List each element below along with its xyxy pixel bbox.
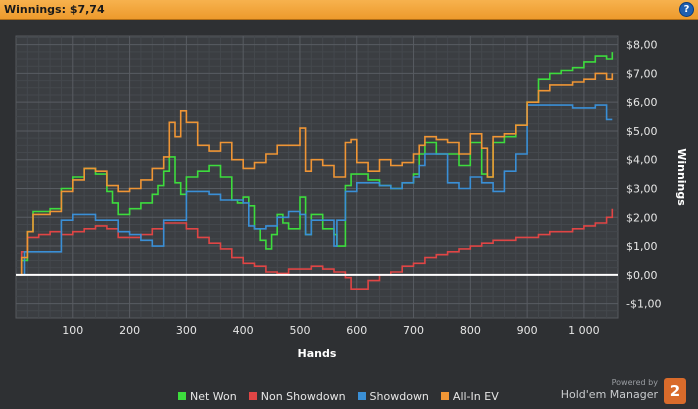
x-tick-label: 700 (403, 324, 424, 337)
all-in-ev-swatch-icon (440, 392, 449, 400)
plot-area (15, 35, 619, 319)
x-tick-label: 100 (62, 324, 83, 337)
x-tick-label: 900 (517, 324, 538, 337)
legend-label: Non Showdown (260, 389, 346, 403)
x-tick-label: 500 (289, 324, 310, 337)
x-tick-label: 200 (119, 324, 140, 337)
y-tick-label: $4,00 (626, 154, 658, 167)
series-line-non-showdown (16, 208, 614, 290)
x-axis-ticks: 100 200 300 400 500 600 700 800 900 1 000 (62, 324, 599, 337)
y-tick-label: $0,00 (626, 269, 658, 282)
y-tick-label: $5,00 (626, 125, 658, 138)
y-axis-label: Winnings (675, 148, 688, 206)
y-tick-label: $2,00 (626, 211, 658, 224)
y-tick-label: $6,00 (626, 96, 658, 109)
series-line-showdown (16, 104, 613, 276)
legend-item-showdown[interactable]: Showdown (357, 389, 429, 403)
series-line-all-in-ev (16, 72, 614, 276)
legend-label: Showdown (369, 389, 429, 403)
x-tick-label: 400 (233, 324, 254, 337)
legend-label: All-In EV (452, 389, 499, 403)
legend: Net Won Non Showdown Showdown All-In EV (178, 388, 511, 404)
y-axis-ticks: -$1,00 $0,00 $1,00 $2,00 $3,00 $4,00 $5,00 $6,0… (626, 39, 661, 311)
x-tick-label: 600 (346, 324, 367, 337)
y-tick-label: $8,00 (626, 39, 658, 52)
branding: Powered by Hold'em Manager 2 (560, 378, 690, 406)
y-tick-label: $1,00 (626, 240, 658, 253)
legend-item-net-won[interactable]: Net Won (178, 390, 237, 403)
legend-item-all-in-ev[interactable]: All-In EV (440, 389, 499, 403)
powered-by-text: Powered by (611, 378, 658, 387)
title-bar: Winnings: $7,74 ? (0, 0, 698, 20)
hem2-logo-icon: 2 (664, 378, 686, 404)
net-won-swatch-icon (178, 392, 186, 400)
help-icon[interactable]: ? (679, 2, 694, 17)
series-layer (16, 52, 614, 290)
chart-title: Winnings: $7,74 (4, 3, 105, 16)
y-tick-label: $7,00 (626, 67, 658, 80)
x-tick-label: 800 (460, 324, 481, 337)
legend-label: Net Won (190, 389, 237, 403)
showdown-swatch-icon (357, 392, 366, 400)
legend-item-non-showdown[interactable]: Non Showdown (248, 389, 346, 403)
y-tick-label: $3,00 (626, 183, 658, 196)
non-showdown-swatch-icon (248, 392, 257, 400)
x-axis-label: Hands (298, 347, 337, 360)
product-name: Hold'em Manager (560, 388, 658, 401)
y-tick-label: -$1,00 (626, 298, 661, 311)
x-tick-label: 1 000 (568, 324, 600, 337)
x-tick-label: 300 (176, 324, 197, 337)
